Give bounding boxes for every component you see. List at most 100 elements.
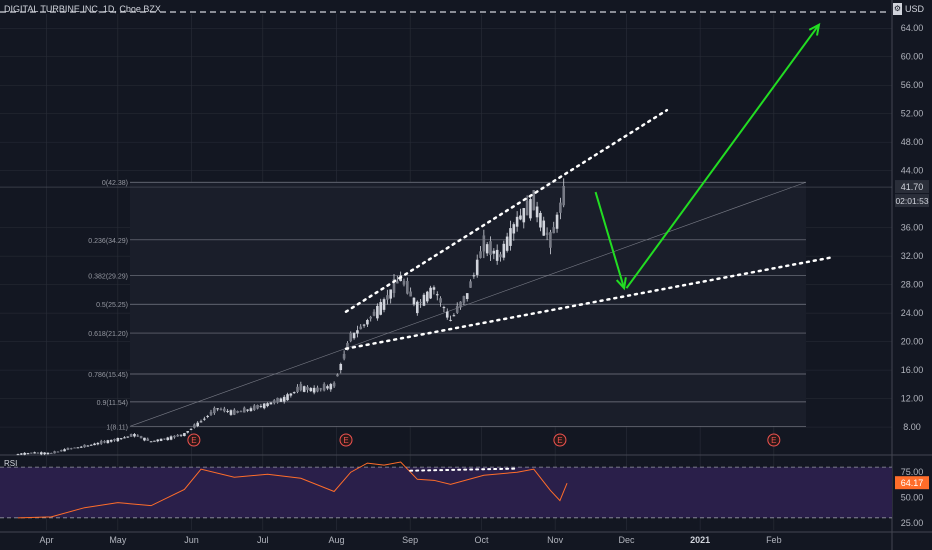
earnings-marker [767, 433, 781, 447]
candle-body [143, 437, 146, 441]
candle-body [26, 453, 30, 455]
candle-body [156, 439, 160, 442]
candle-body [209, 411, 213, 415]
candle-body [159, 438, 163, 442]
candle-body [20, 453, 23, 455]
candle-body [119, 438, 123, 440]
candle-body [492, 250, 496, 254]
candle-body [352, 332, 356, 339]
x-tick-label: Feb [766, 535, 782, 545]
candle-body [342, 353, 346, 359]
candle-body [462, 296, 466, 303]
candle-body [545, 232, 549, 235]
candle-body [199, 421, 203, 423]
y-tick-label: 52.00 [901, 109, 924, 119]
candle-body [386, 295, 389, 300]
candle-body [219, 409, 223, 411]
candle-body [256, 404, 259, 409]
candle-body [252, 405, 256, 410]
y-tick-label: 12.00 [901, 394, 924, 404]
x-tick-label: Oct [474, 535, 489, 545]
candle-body [406, 281, 409, 294]
candle-body [96, 442, 100, 445]
candle-body [36, 452, 40, 454]
candle-body [362, 324, 366, 326]
candle-body [226, 410, 229, 412]
candle-body [193, 424, 196, 428]
candles [16, 178, 566, 456]
candle-body [512, 224, 516, 234]
candle-body [109, 439, 113, 442]
rsi-tick-label: 50.00 [901, 493, 924, 503]
candle-body [86, 445, 90, 447]
candle-body [329, 384, 333, 390]
fib-level-label: 0.9(11.54) [97, 400, 128, 407]
candle-body [429, 287, 432, 299]
candle-body [425, 291, 429, 302]
rsi-band-fill [0, 467, 892, 518]
candle-body [562, 185, 566, 206]
candle-body [535, 206, 539, 218]
candle-body [485, 244, 489, 254]
earnings-marker-label: E [557, 436, 562, 445]
candle-body [163, 438, 166, 440]
channel-lower-line [344, 256, 833, 350]
candle-body [89, 444, 93, 446]
x-tick-label: Aug [328, 535, 344, 545]
candle-body [169, 436, 173, 440]
candle-body [459, 301, 462, 308]
candle-body [299, 384, 303, 391]
candle-body [332, 382, 336, 387]
candle-body [316, 387, 319, 392]
candle-body [366, 319, 369, 325]
candle-body [106, 440, 110, 444]
candle-body [166, 437, 170, 441]
candle-body [559, 202, 562, 213]
candle-body [49, 452, 53, 454]
candle-body [93, 443, 96, 446]
candle-body [306, 386, 309, 390]
last-price-value: 41.70 [901, 182, 924, 192]
candle-body [296, 386, 299, 393]
candle-body [279, 398, 283, 402]
rsi-last-badge [895, 476, 929, 490]
fib-level-label: 1(8.11) [106, 424, 128, 431]
down-arrow-head [615, 277, 627, 291]
x-tick-label: 2021 [690, 535, 710, 545]
candle-body [449, 319, 452, 321]
candle-body [435, 294, 439, 296]
earnings-marker-label: E [191, 436, 196, 445]
candle-body [73, 447, 76, 449]
candle-body [515, 216, 519, 227]
y-tick-label: 32.00 [901, 251, 924, 261]
candle-body [475, 259, 479, 275]
candle-body [269, 402, 273, 405]
earnings-marker [187, 433, 201, 447]
candle-body [216, 408, 219, 410]
fib-level-label: 0.236(34.29) [88, 238, 128, 245]
fib-level-label: 0.5(25.25) [96, 302, 128, 309]
y-tick-label: 36.00 [901, 223, 924, 233]
candle-body [489, 241, 492, 255]
candle-body [465, 293, 469, 299]
y-tick-label: 56.00 [901, 80, 924, 90]
candle-body [229, 410, 233, 415]
rsi-line [17, 461, 568, 519]
candle-body [126, 436, 130, 438]
candle-body [472, 275, 476, 277]
candle-body [499, 254, 502, 258]
fib-level-label: 0.618(21.20) [88, 331, 128, 338]
candle-body [409, 291, 412, 297]
gear-icon[interactable]: ⚙ [893, 3, 902, 15]
up-arrow-head [808, 22, 821, 36]
candle-body [179, 434, 183, 436]
candle-body [246, 409, 249, 411]
candle-body [66, 447, 70, 450]
candle-body [432, 287, 436, 290]
candle-body [349, 332, 353, 342]
candle-body [282, 396, 286, 402]
candle-body [519, 215, 522, 220]
candle-body [379, 302, 383, 315]
y-tick-label: 16.00 [901, 365, 924, 375]
